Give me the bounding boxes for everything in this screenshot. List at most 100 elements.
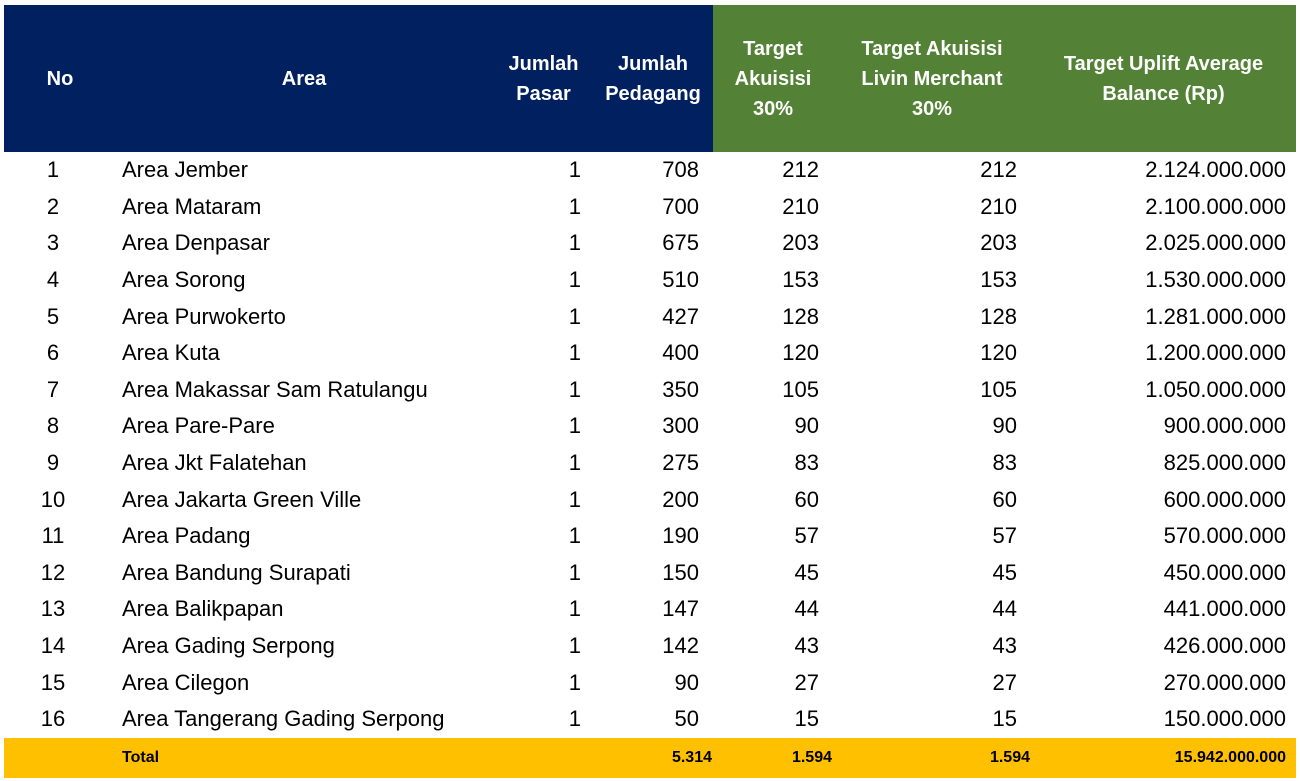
table-row: 7 Area Makassar Sam Ratulangu 1 350 105 105 1.… bbox=[4, 372, 1296, 409]
cell-jumlah-pasar: 1 bbox=[568, 267, 581, 293]
cell-no: 6 bbox=[46, 340, 60, 366]
cell-target-uplift: 1.530.000.000 bbox=[1145, 267, 1286, 293]
table-row: 14 Area Gading Serpong 1 142 43 43 426.000.000 bbox=[4, 628, 1296, 665]
table-row: 6 Area Kuta 1 400 120 120 1.200.000.000 bbox=[4, 335, 1296, 372]
total-akuisisi: 1.594 bbox=[713, 737, 833, 778]
total-row: Total 5.314 1.594 1.594 15.942.000.000 bbox=[4, 737, 1296, 778]
cell-no: 13 bbox=[40, 596, 66, 622]
cell-target-akuisisi: 90 bbox=[794, 413, 819, 439]
table-row: 9 Area Jkt Falatehan 1 275 83 83 825.000.000 bbox=[4, 445, 1296, 482]
cell-target-uplift: 426.000.000 bbox=[1163, 633, 1286, 659]
cell-jumlah-pasar: 1 bbox=[568, 230, 581, 256]
header-jumlah-pasar: Jumlah Pasar bbox=[492, 5, 595, 152]
cell-target-livin: 45 bbox=[992, 559, 1017, 585]
total-uplift: 15.942.000.000 bbox=[1031, 737, 1296, 778]
cell-jumlah-pasar: 1 bbox=[568, 450, 581, 476]
cell-target-livin: 83 bbox=[992, 450, 1017, 476]
cell-target-akuisisi: 203 bbox=[782, 230, 819, 256]
cell-target-akuisisi: 153 bbox=[782, 267, 819, 293]
table-row: 1 Area Jember 1 708 212 212 2.124.000.000 bbox=[4, 152, 1296, 189]
cell-target-livin: 203 bbox=[980, 230, 1017, 256]
cell-no: 16 bbox=[40, 706, 66, 732]
cell-jumlah-pedagang: 147 bbox=[662, 596, 699, 622]
cell-target-akuisisi: 120 bbox=[782, 340, 819, 366]
cell-area: Area Denpasar bbox=[122, 230, 270, 256]
cell-target-akuisisi: 83 bbox=[794, 450, 819, 476]
total-label: Total bbox=[116, 737, 492, 778]
cell-no: 10 bbox=[40, 486, 66, 512]
cell-jumlah-pedagang: 708 bbox=[662, 157, 699, 183]
cell-target-uplift: 2.100.000.000 bbox=[1145, 193, 1286, 219]
cell-no: 9 bbox=[46, 450, 60, 476]
cell-target-livin: 128 bbox=[980, 303, 1017, 329]
table-row: 16 Area Tangerang Gading Serpong 1 50 15 15 15… bbox=[4, 701, 1296, 738]
cell-target-uplift: 570.000.000 bbox=[1163, 523, 1286, 549]
cell-target-akuisisi: 210 bbox=[782, 193, 819, 219]
target-table: No Area Jumlah Pasar Jumlah Pedagang Tar… bbox=[4, 5, 1296, 778]
cell-target-akuisisi: 128 bbox=[782, 303, 819, 329]
cell-jumlah-pasar: 1 bbox=[568, 559, 581, 585]
cell-jumlah-pedagang: 350 bbox=[662, 376, 699, 402]
cell-jumlah-pedagang: 510 bbox=[662, 267, 699, 293]
cell-target-uplift: 2.124.000.000 bbox=[1145, 157, 1286, 183]
cell-target-akuisisi: 60 bbox=[794, 486, 819, 512]
cell-jumlah-pedagang: 90 bbox=[674, 669, 699, 695]
cell-area: Area Bandung Surapati bbox=[122, 559, 351, 585]
cell-no: 2 bbox=[46, 193, 60, 219]
cell-jumlah-pasar: 1 bbox=[568, 340, 581, 366]
cell-target-livin: 60 bbox=[992, 486, 1017, 512]
total-pasar-cell bbox=[492, 737, 595, 778]
header-jumlah-pedagang: Jumlah Pedagang bbox=[595, 5, 713, 152]
table-row: 11 Area Padang 1 190 57 57 570.000.000 bbox=[4, 518, 1296, 555]
cell-target-livin: 105 bbox=[980, 376, 1017, 402]
cell-no: 1 bbox=[46, 157, 60, 183]
cell-area: Area Makassar Sam Ratulangu bbox=[122, 376, 428, 402]
total-pedagang: 5.314 bbox=[595, 737, 713, 778]
cell-jumlah-pasar: 1 bbox=[568, 596, 581, 622]
cell-no: 5 bbox=[46, 303, 60, 329]
cell-target-livin: 44 bbox=[992, 596, 1017, 622]
cell-target-uplift: 270.000.000 bbox=[1163, 669, 1286, 695]
total-no-cell bbox=[4, 737, 116, 778]
cell-no: 8 bbox=[46, 413, 60, 439]
table-header-row: No Area Jumlah Pasar Jumlah Pedagang Tar… bbox=[4, 5, 1296, 152]
cell-area: Area Jkt Falatehan bbox=[122, 450, 307, 476]
table-row: 12 Area Bandung Surapati 1 150 45 45 450.000.0… bbox=[4, 555, 1296, 592]
cell-area: Area Sorong bbox=[122, 267, 246, 293]
table-body: 1 Area Jember 1 708 212 212 2.124.000.000 2 Area… bbox=[4, 152, 1296, 738]
table-row: 13 Area Balikpapan 1 147 44 44 441.000.000 bbox=[4, 591, 1296, 628]
cell-target-uplift: 600.000.000 bbox=[1163, 486, 1286, 512]
cell-jumlah-pedagang: 675 bbox=[662, 230, 699, 256]
cell-target-akuisisi: 43 bbox=[794, 633, 819, 659]
cell-jumlah-pasar: 1 bbox=[568, 413, 581, 439]
cell-target-uplift: 450.000.000 bbox=[1163, 559, 1286, 585]
cell-target-akuisisi: 57 bbox=[794, 523, 819, 549]
cell-jumlah-pasar: 1 bbox=[568, 376, 581, 402]
cell-area: Area Tangerang Gading Serpong bbox=[122, 706, 445, 732]
cell-target-uplift: 1.200.000.000 bbox=[1145, 340, 1286, 366]
cell-target-livin: 212 bbox=[980, 157, 1017, 183]
cell-target-uplift: 825.000.000 bbox=[1163, 450, 1286, 476]
header-target-akuisisi: Target Akuisisi 30% bbox=[713, 5, 833, 152]
cell-no: 11 bbox=[41, 523, 65, 549]
cell-no: 12 bbox=[40, 559, 66, 585]
cell-no: 7 bbox=[46, 376, 60, 402]
cell-jumlah-pedagang: 150 bbox=[662, 559, 699, 585]
cell-target-livin: 57 bbox=[992, 523, 1017, 549]
cell-target-livin: 153 bbox=[980, 267, 1017, 293]
cell-jumlah-pedagang: 190 bbox=[662, 523, 699, 549]
cell-jumlah-pedagang: 200 bbox=[662, 486, 699, 512]
cell-target-akuisisi: 15 bbox=[794, 706, 819, 732]
cell-jumlah-pedagang: 300 bbox=[662, 413, 699, 439]
cell-area: Area Balikpapan bbox=[122, 596, 284, 622]
cell-area: Area Kuta bbox=[122, 340, 220, 366]
cell-area: Area Pare-Pare bbox=[122, 413, 275, 439]
cell-jumlah-pasar: 1 bbox=[568, 706, 581, 732]
cell-jumlah-pedagang: 275 bbox=[662, 450, 699, 476]
cell-area: Area Gading Serpong bbox=[122, 633, 335, 659]
cell-jumlah-pedagang: 142 bbox=[662, 633, 699, 659]
cell-target-uplift: 900.000.000 bbox=[1163, 413, 1286, 439]
cell-target-livin: 90 bbox=[992, 413, 1017, 439]
cell-target-akuisisi: 44 bbox=[794, 596, 819, 622]
cell-target-uplift: 1.281.000.000 bbox=[1145, 303, 1286, 329]
